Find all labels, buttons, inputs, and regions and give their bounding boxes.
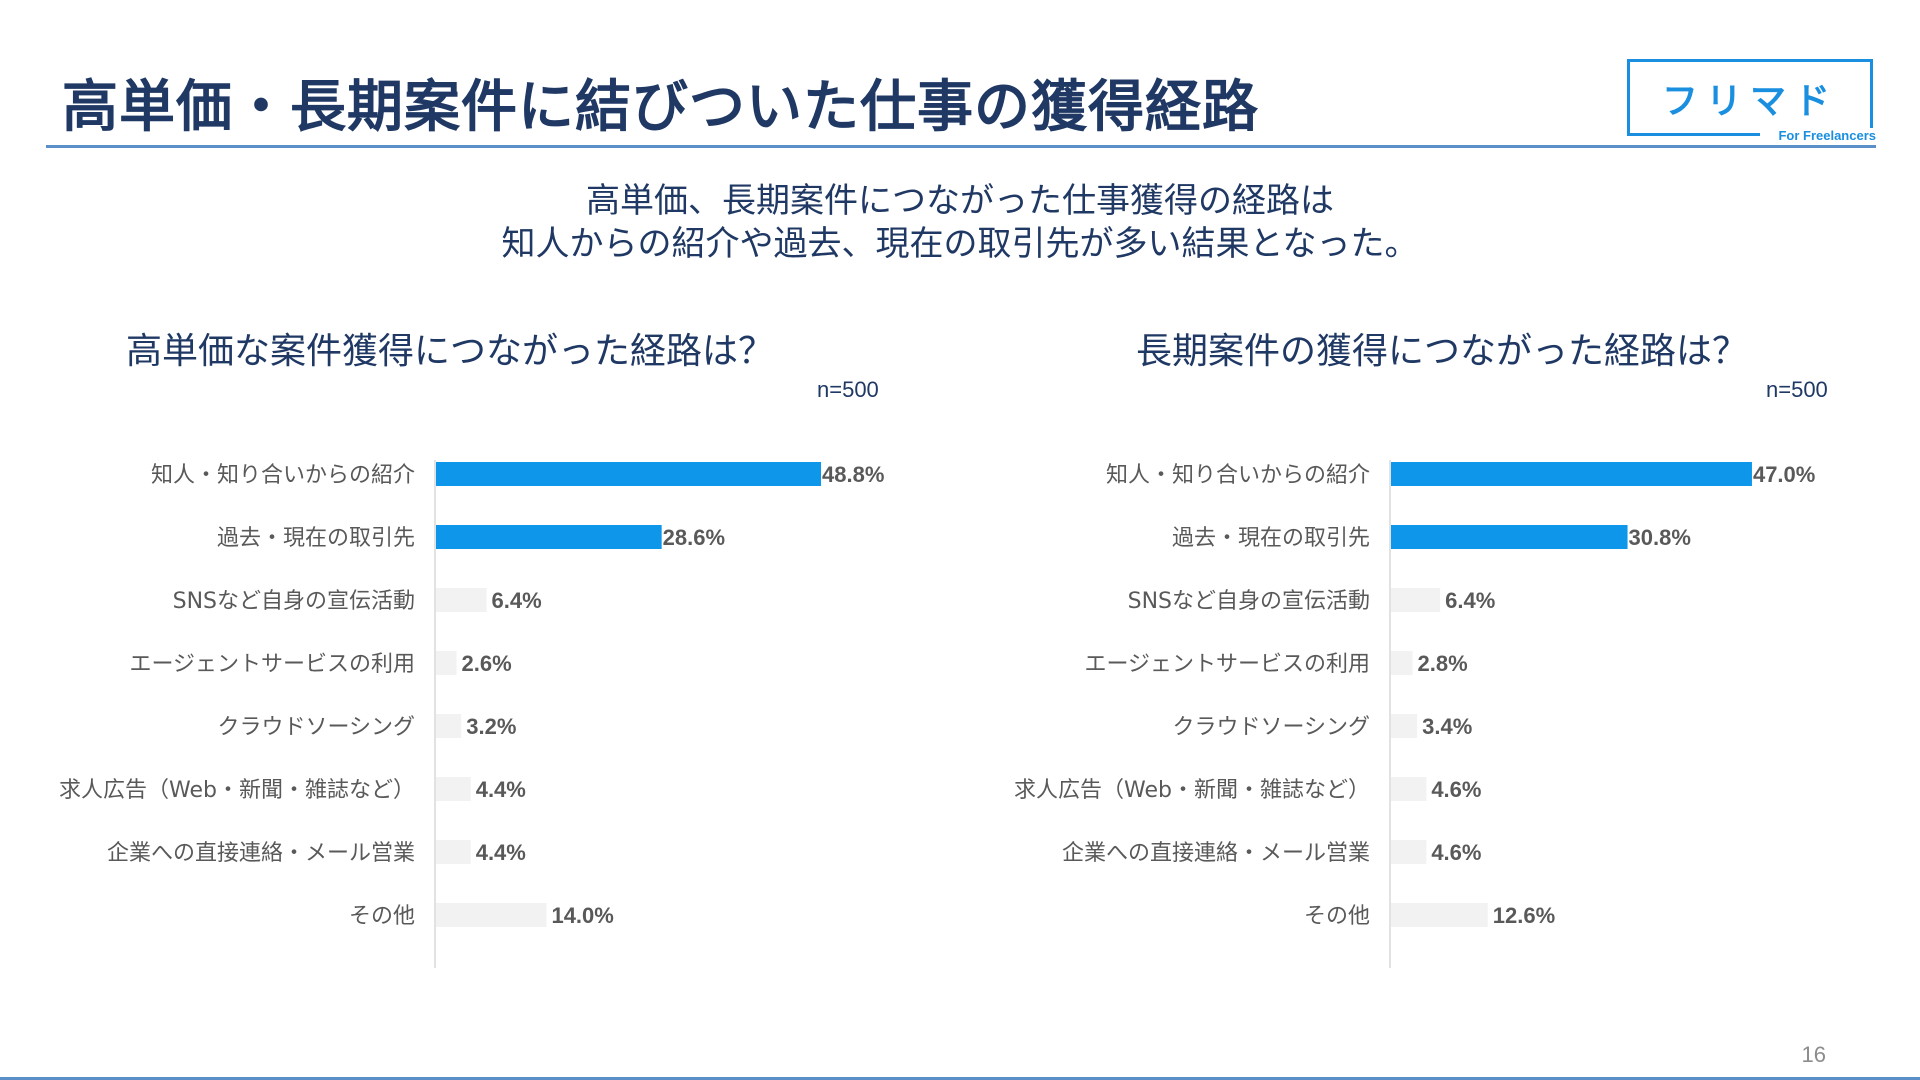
chart-2-value-label: 47.0% xyxy=(1753,462,1815,487)
lead-text: 高単価、長期案件につながった仕事獲得の経路は 知人からの紹介や過去、現在の取引先… xyxy=(0,180,1920,266)
chart-2-value-label: 2.8% xyxy=(1418,651,1468,676)
chart-2-category-label: 企業への直接連絡・メール営業 xyxy=(1062,841,1370,866)
chart-1-category-label: 知人・知り合いからの紹介 xyxy=(151,463,415,488)
page-title: 高単価・長期案件に結びついた仕事の獲得経路 xyxy=(62,75,1259,140)
title-divider xyxy=(46,145,1876,148)
chart-2-category-label: 求人広告（Web・新聞・雑誌など） xyxy=(1014,778,1370,803)
chart-2-bar xyxy=(1391,840,1427,864)
chart-2-category-label: SNSなど自身の宣伝活動 xyxy=(1128,589,1370,614)
chart-1-sample-size: n=500 xyxy=(817,377,879,402)
chart-1-bar xyxy=(436,777,471,801)
chart-1-value-label: 4.4% xyxy=(476,777,526,802)
chart-1-bar xyxy=(436,462,822,486)
chart-1-value-label: 48.8% xyxy=(822,462,884,487)
chart-1-category-label: エージェントサービスの利用 xyxy=(129,652,415,677)
chart-2-value-label: 3.4% xyxy=(1422,714,1472,739)
chart-1-category-label: 過去・現在の取引先 xyxy=(217,526,415,551)
chart-1-bar xyxy=(436,525,662,549)
lead-line-2: 知人からの紹介や過去、現在の取引先が多い結果となった。 xyxy=(501,224,1419,264)
chart-1-bar xyxy=(436,588,487,612)
chart-2-value-label: 4.6% xyxy=(1431,777,1481,802)
chart-2-sample-size: n=500 xyxy=(1766,377,1828,402)
chart-2-bar xyxy=(1391,777,1427,801)
chart-2-category-label: 知人・知り合いからの紹介 xyxy=(1106,463,1370,488)
chart-1-category-label: クラウドソーシング xyxy=(217,715,415,740)
logo-main-text: フリマド xyxy=(1661,81,1838,122)
chart-2-bar xyxy=(1391,651,1413,675)
chart-2-value-label: 12.6% xyxy=(1493,903,1555,928)
chart-1-value-label: 3.2% xyxy=(466,714,516,739)
chart-1-category-label: 求人広告（Web・新聞・雑誌など） xyxy=(59,778,415,803)
chart-2-bar xyxy=(1391,903,1488,927)
chart-1-bar xyxy=(436,651,457,675)
chart-2-category-label: その他 xyxy=(1304,904,1370,929)
lead-line-1: 高単価、長期案件につながった仕事獲得の経路は xyxy=(586,181,1334,221)
chart-1-category-label: その他 xyxy=(349,904,415,929)
chart-2-value-label: 4.6% xyxy=(1431,840,1481,865)
chart-1-bar xyxy=(436,840,471,864)
chart-2-category-label: エージェントサービスの利用 xyxy=(1084,652,1370,677)
chart-2-bar xyxy=(1391,714,1418,738)
chart-2-bar xyxy=(1391,525,1628,549)
chart-1-bar xyxy=(436,714,462,738)
chart-2-category-label: 過去・現在の取引先 xyxy=(1172,526,1370,551)
chart-1-category-label: 企業への直接連絡・メール営業 xyxy=(107,841,415,866)
chart-2-category-label: クラウドソーシング xyxy=(1172,715,1370,740)
chart-1-title: 高単価な案件獲得につながった経路は？ xyxy=(126,331,775,372)
brand-logo: フリマド xyxy=(1627,59,1873,136)
chart-2-value-label: 30.8% xyxy=(1629,525,1691,550)
chart-1-bar xyxy=(436,903,547,927)
chart-2-title: 長期案件の獲得につながった経路は？ xyxy=(1136,331,1749,372)
chart-1-value-label: 14.0% xyxy=(551,903,613,928)
chart-2-value-label: 6.4% xyxy=(1445,588,1495,613)
chart-1-value-label: 2.6% xyxy=(462,651,512,676)
chart-1-value-label: 28.6% xyxy=(663,525,725,550)
chart-2-bar xyxy=(1391,588,1441,612)
logo-sub-text: For Freelancers xyxy=(1760,128,1876,143)
page-number: 16 xyxy=(1801,1042,1826,1067)
chart-2-bar xyxy=(1391,462,1752,486)
chart-1-value-label: 6.4% xyxy=(491,588,541,613)
chart-1-value-label: 4.4% xyxy=(476,840,526,865)
chart-1-category-label: SNSなど自身の宣伝活動 xyxy=(173,589,415,614)
footer-divider xyxy=(0,1077,1920,1080)
